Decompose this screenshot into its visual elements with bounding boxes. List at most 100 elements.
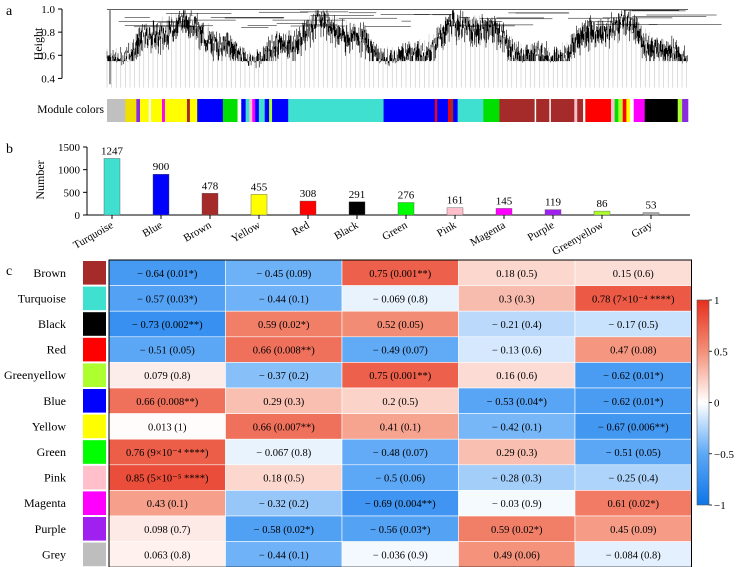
heatmap-cell [225, 336, 343, 363]
module-color-segment [197, 99, 224, 122]
panel-c-heatmap: c Brown − 0.64 (0.01*) − 0.45 (0.09) 0.75 (… [4, 259, 734, 567]
module-color-segment [245, 99, 250, 122]
colorbar-ramp [696, 299, 710, 506]
bar-greenyellow [593, 210, 611, 216]
heatmap-cell [108, 515, 226, 542]
row-swatch-brown [83, 261, 106, 285]
heatmap-cell [574, 438, 692, 466]
heatmap-cell-label: − 0.37 (0.2) [259, 371, 309, 382]
bar-category-label: Greenyellow [550, 219, 605, 258]
heatmap-cell [108, 490, 226, 517]
module-color-segment [457, 99, 484, 122]
colorbar-tick-label: 0 [714, 398, 720, 410]
bar-category-label: Blue [141, 219, 165, 240]
colorbar-tick-label: 0.5 [714, 346, 728, 358]
bar-value-label: 900 [153, 161, 170, 173]
dendrogram-leaf-drops [106, 13, 687, 88]
row-label-pink: Pink [44, 471, 66, 485]
module-color-segment [630, 99, 635, 122]
row-label-brown: Brown [33, 266, 66, 280]
heatmap-cell-label: − 0.069 (0.8) [373, 294, 428, 305]
heatmap-cell [574, 362, 692, 389]
heatmap-cell [574, 541, 692, 567]
bar-y-tick-label: 1000 [58, 165, 81, 177]
heatmap-cell-label: − 0.28 (0.3) [492, 474, 542, 485]
module-color-segment [241, 99, 246, 122]
heatmap-cell-label: 0.66 (0.008**) [253, 346, 316, 357]
heatmap-cell-label: − 0.73 (0.002**) [132, 320, 203, 331]
module-color-segment [626, 99, 631, 122]
row-swatch-black [83, 312, 106, 336]
bar-value-label: 455 [251, 181, 268, 193]
heatmap-cell-label: − 0.21 (0.4) [492, 320, 542, 331]
heatmap-cell-label: 0.66 (0.007**) [253, 422, 316, 433]
module-color-segment [258, 99, 266, 122]
row-label-yellow: Yellow [32, 419, 66, 433]
heatmap-cell [574, 464, 692, 491]
module-color-segment [622, 99, 627, 122]
bar-category-label: Purple [526, 219, 557, 244]
heatmap-cell [341, 285, 459, 312]
heatmap-cell [574, 515, 692, 542]
row-label-red: Red [47, 343, 66, 357]
heatmap-cell-label: 0.76 (9×10⁻⁴ ****) [126, 448, 209, 459]
module-color-segment [614, 99, 619, 122]
heatmap-grid: Brown − 0.64 (0.01*) − 0.45 (0.09) 0.75 (0.… [4, 259, 692, 567]
bar-category-label: Magenta [468, 219, 507, 249]
panel-a-label: a [6, 4, 13, 19]
heatmap-cell-label: 0.15 (0.6) [613, 269, 655, 280]
module-color-segment [151, 99, 163, 122]
bar-y-axis: 0 500 1000 1500 [58, 142, 690, 222]
heatmap-cell-label: − 0.036 (0.9) [373, 550, 428, 561]
heatmap-border [108, 259, 692, 567]
heatmap-cell-label: − 0.067 (0.8) [256, 448, 311, 459]
heatmap-cell-label: − 0.03 (0.9) [492, 499, 542, 510]
heatmap-cell [458, 259, 576, 286]
dendrogram-leaves [106, 10, 689, 69]
heatmap-cell-label: − 0.45 (0.09) [256, 269, 311, 280]
heatmap-cell [341, 362, 459, 389]
bar-red [299, 200, 317, 216]
heatmap-cell [225, 259, 343, 286]
colorbar-tick-label: −1 [714, 500, 726, 512]
module-color-segment [252, 99, 256, 122]
module-colors-label: Module colors [37, 104, 104, 116]
dendrogram-y-axis: 0.4 0.6 0.8 1.0 [41, 4, 63, 85]
module-colors-bar [107, 99, 689, 122]
heatmap-cell [574, 387, 692, 414]
heatmap-cell [341, 541, 459, 567]
heatmap-cell-label: 0.063 (0.8) [144, 550, 191, 561]
heatmap-cell [458, 515, 576, 542]
module-color-segment [125, 99, 137, 122]
row-label-purple: Purple [35, 522, 66, 536]
bar-value-label: 308 [300, 188, 317, 200]
bar-value-label: 478 [202, 180, 219, 192]
bar-blue [152, 173, 170, 216]
row-label-turquoise: Turquoise [18, 291, 66, 305]
heatmap-cell-label: 0.59 (0.02*) [491, 525, 543, 536]
row-label-blue: Blue [43, 394, 66, 408]
row-swatch-red [83, 337, 106, 362]
heatmap-cell [225, 285, 343, 312]
bar-y-tick-label: 1500 [58, 142, 81, 154]
heatmap-cell [458, 464, 576, 491]
heatmap-cell [225, 310, 343, 338]
module-color-segment [577, 99, 584, 122]
bar-pink [446, 207, 464, 216]
dendrogram-merges [118, 10, 722, 28]
heatmap-cell-label: − 0.44 (0.1) [259, 550, 309, 561]
heatmap-colorbar: 1 0.5 0 −0.5 −1 [696, 295, 734, 512]
heatmap-cell-label: 0.013 (1) [148, 422, 187, 433]
module-color-segment [148, 99, 152, 122]
heatmap-cell [108, 362, 226, 389]
module-color-segment [453, 99, 458, 122]
heatmap-cell-label: − 0.42 (0.1) [492, 422, 542, 433]
heatmap-cell-label: 0.43 (0.1) [147, 499, 189, 510]
module-color-segment [264, 99, 270, 122]
heatmap-cell-label: − 0.62 (0.01*) [603, 371, 664, 382]
bar-series: 1247 Turquoise 900 Blue 478 Brown 455 Yellow 308… [71, 145, 660, 258]
row-swatch-magenta [83, 491, 106, 515]
bar-purple [544, 209, 562, 216]
row-label-grey: Grey [42, 547, 66, 561]
heatmap-cell [341, 515, 459, 542]
